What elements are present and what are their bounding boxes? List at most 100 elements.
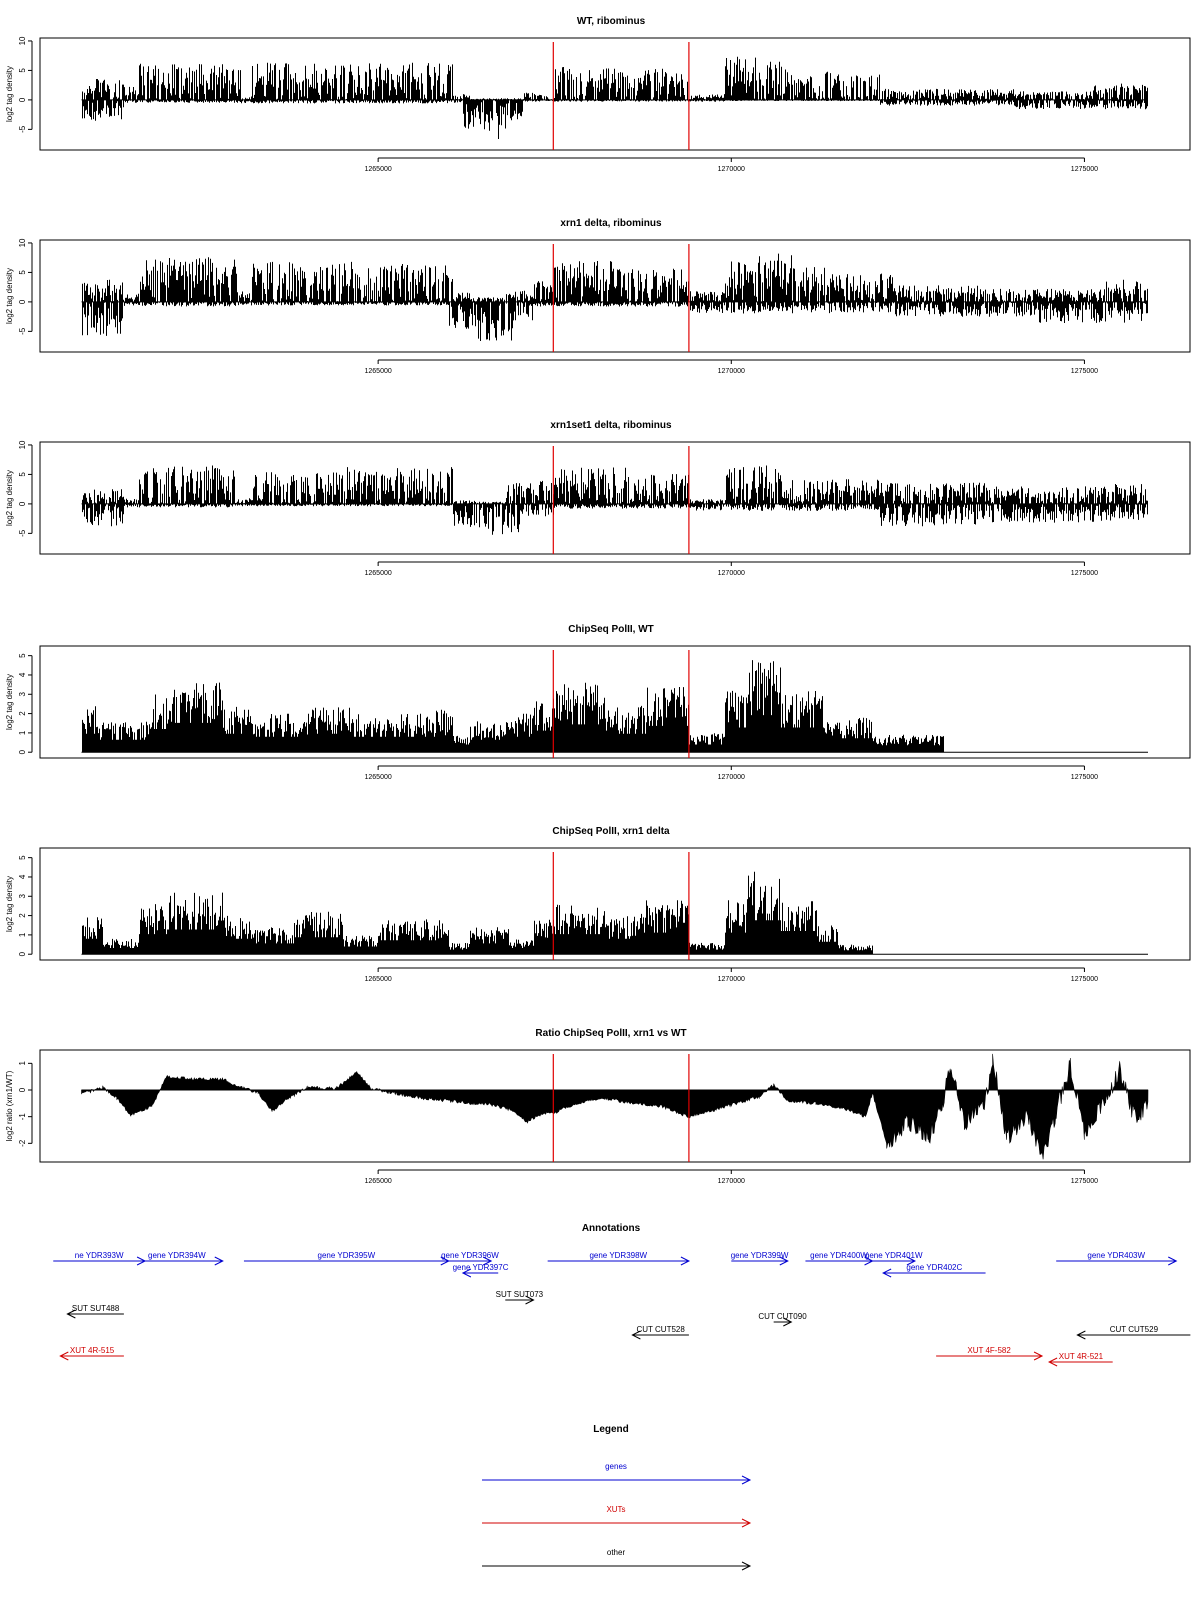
chart-panel-1: WT, ribominus log2 tag density -5 0 5 10 12650… xyxy=(5,16,1191,173)
annotation-label: gene YDR398W xyxy=(589,1251,647,1260)
y-tick-label: 5 xyxy=(18,653,27,658)
plot-frame xyxy=(39,37,1191,151)
arrow-head xyxy=(1168,1256,1178,1266)
chart-panel-3: xrn1set1 delta, ribominus log2 tag densit… xyxy=(5,420,1191,577)
x-tick-label: 1275000 xyxy=(1071,166,1098,173)
legend: Legend genes XUTs other xyxy=(482,1424,752,1571)
annotation-gene-ydr394w: gene YDR394W xyxy=(130,1251,224,1266)
y-tick-label: 5 xyxy=(18,855,27,860)
density-bars xyxy=(82,465,1148,535)
annotation-gene-ydr403w: gene YDR403W xyxy=(1056,1251,1178,1266)
chart-title: WT, ribominus xyxy=(577,16,646,27)
x-tick-label: 1275000 xyxy=(1071,774,1098,781)
ratio-area xyxy=(81,1053,1149,1160)
annotation-xut-4r-521: XUT 4R-521 xyxy=(1048,1352,1113,1367)
y-tick-label: 4 xyxy=(18,874,27,879)
plot-frame xyxy=(39,645,1191,759)
chart-panel-4: ChipSeq PolII, WT log2 tag density 0 1 2 3 4 5 1… xyxy=(5,624,1191,781)
arrow-head xyxy=(1033,1351,1044,1361)
x-tick-label: 1270000 xyxy=(718,368,745,375)
x-tick-label: 1265000 xyxy=(365,774,392,781)
x-tick-label: 1270000 xyxy=(718,774,745,781)
annotation-label: gene YDR403W xyxy=(1087,1251,1145,1260)
y-axis-label: log2 tag density xyxy=(5,268,14,324)
x-tick-label: 1265000 xyxy=(365,1178,392,1185)
y-tick-label: 0 xyxy=(18,749,27,754)
y-tick-label: 1 xyxy=(18,1061,27,1066)
arrow-head xyxy=(631,1330,641,1340)
annotation-label: SUT SUT488 xyxy=(72,1304,120,1313)
density-bars xyxy=(82,56,1148,139)
y-tick-label: 5 xyxy=(18,68,27,73)
annotation-sut-sut073: SUT SUT073 xyxy=(496,1290,544,1305)
annotation-tracks: ne YDR393W gene YDR394W gene YDR395W gene Y… xyxy=(53,1251,1191,1367)
arrow-head xyxy=(1048,1357,1058,1367)
y-tick-label: -2 xyxy=(18,1139,27,1147)
x-tick-label: 1270000 xyxy=(718,166,745,173)
chart-title: ChipSeq PolII, WT xyxy=(568,624,654,635)
y-tick-label: 0 xyxy=(18,501,27,506)
arrow-head xyxy=(906,1256,917,1266)
y-tick-label: -1 xyxy=(18,1113,27,1121)
annotation-label: gene YDR396W xyxy=(441,1251,499,1260)
x-tick-label: 1270000 xyxy=(718,570,745,577)
x-tick-label: 1265000 xyxy=(365,976,392,983)
arrow-head xyxy=(59,1351,69,1361)
annotation-gene-ydr401w: gene YDR401W xyxy=(865,1251,923,1266)
y-tick-label: 4 xyxy=(18,672,27,677)
arrow-head xyxy=(214,1256,224,1266)
arrow-head xyxy=(680,1256,691,1266)
x-tick-label: 1270000 xyxy=(718,1178,745,1185)
arrow-head xyxy=(779,1256,789,1266)
y-tick-label: -5 xyxy=(18,327,27,335)
annotations-title: Annotations xyxy=(582,1223,641,1234)
annotation-label: ne YDR393W xyxy=(75,1251,124,1260)
y-tick-label: 1 xyxy=(18,730,27,735)
annotation-label: CUT CUT090 xyxy=(758,1312,807,1321)
y-tick-label: 0 xyxy=(18,1087,27,1092)
arrow-head xyxy=(461,1268,472,1278)
arrow-head xyxy=(783,1317,793,1327)
annotation-gene-ydr402c: gene YDR402C xyxy=(882,1263,986,1278)
plot-frame xyxy=(39,847,1191,961)
y-tick-label: -5 xyxy=(18,529,27,537)
chart-title: xrn1set1 delta, ribominus xyxy=(550,420,672,431)
annotation-gene-ydr400w: gene YDR400W xyxy=(805,1251,874,1266)
y-tick-label: 0 xyxy=(18,299,27,304)
y-tick-label: 10 xyxy=(18,440,27,449)
y-tick-label: 10 xyxy=(18,238,27,247)
y-tick-label: 2 xyxy=(18,711,27,716)
chart-title: ChipSeq PolII, xrn1 delta xyxy=(552,826,670,837)
annotation-xut-4r-515: XUT 4R-515 xyxy=(59,1346,124,1361)
x-tick-label: 1275000 xyxy=(1071,1178,1098,1185)
legend-label: other xyxy=(607,1548,626,1557)
annotation-cut-cut528: CUT CUT528 xyxy=(631,1325,689,1340)
annotation-label: CUT CUT529 xyxy=(1110,1325,1159,1334)
y-tick-label: 3 xyxy=(18,692,27,697)
arrow-head xyxy=(741,1561,752,1571)
legend-label: genes xyxy=(605,1462,627,1471)
annotation-label: gene YDR399W xyxy=(731,1251,789,1260)
arrow-head xyxy=(741,1475,752,1485)
arrow-head xyxy=(864,1256,874,1266)
chart-title: Ratio ChipSeq PolII, xrn1 vs WT xyxy=(535,1028,686,1039)
annotation-label: gene YDR394W xyxy=(148,1251,206,1260)
annotation-label: gene YDR401W xyxy=(865,1251,923,1260)
arrow-head xyxy=(66,1309,76,1319)
arrow-head xyxy=(482,1256,493,1266)
annotation-label: CUT CUT528 xyxy=(637,1325,686,1334)
y-axis-label: log2 tag density xyxy=(5,876,14,932)
y-tick-label: 0 xyxy=(18,951,27,956)
x-tick-label: 1275000 xyxy=(1071,368,1098,375)
y-axis-label: log2 tag density xyxy=(5,66,14,122)
y-tick-label: 0 xyxy=(18,97,27,102)
annotation-sut-sut488: SUT SUT488 xyxy=(66,1304,124,1319)
annotation-label: XUT 4R-521 xyxy=(1059,1352,1104,1361)
arrow-head xyxy=(525,1295,535,1305)
legend-items: genes XUTs other xyxy=(482,1462,752,1571)
arrow-head xyxy=(1076,1330,1086,1340)
legend-title: Legend xyxy=(593,1424,629,1435)
y-axis-label: log2 tag density xyxy=(5,470,14,526)
legend-item-other: other xyxy=(482,1548,752,1571)
